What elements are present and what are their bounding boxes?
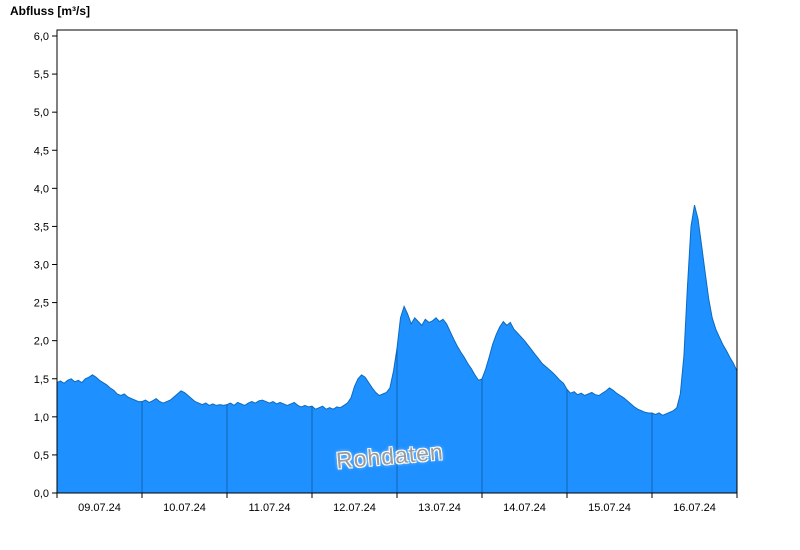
x-axis-tick-label: 15.07.24 xyxy=(588,502,631,514)
y-axis-tick-label: 1,0 xyxy=(34,412,49,424)
y-axis-tick-label: 1,5 xyxy=(34,374,49,386)
y-axis-tick-label: 5,5 xyxy=(34,69,49,81)
x-axis-tick-label: 11.07.24 xyxy=(248,502,290,514)
y-axis-tick-label: 3,0 xyxy=(34,260,49,272)
y-axis-tick-label: 0,5 xyxy=(34,450,49,462)
y-axis-tick-label: 4,0 xyxy=(34,183,49,195)
x-axis-tick-label: 12.07.24 xyxy=(333,502,376,514)
x-axis-tick-label: 16.07.24 xyxy=(673,502,716,514)
x-axis-tick-label: 13.07.24 xyxy=(418,502,461,514)
x-axis-tick-label: 10.07.24 xyxy=(163,502,206,514)
y-axis-tick-label: 0,0 xyxy=(34,488,49,500)
y-axis-tick-label: 2,0 xyxy=(34,336,49,348)
y-axis-tick-label: 4,5 xyxy=(34,145,49,157)
y-axis-tick-label: 5,0 xyxy=(34,107,49,119)
y-axis-title: Abfluss [m³/s] xyxy=(10,4,91,18)
y-axis-tick-label: 2,5 xyxy=(34,298,49,310)
y-axis-tick-label: 3,5 xyxy=(34,221,49,233)
x-axis-tick-label: 09.07.24 xyxy=(78,502,121,514)
x-axis-tick-label: 14.07.24 xyxy=(503,502,546,514)
y-axis-tick-label: 6,0 xyxy=(34,31,49,43)
